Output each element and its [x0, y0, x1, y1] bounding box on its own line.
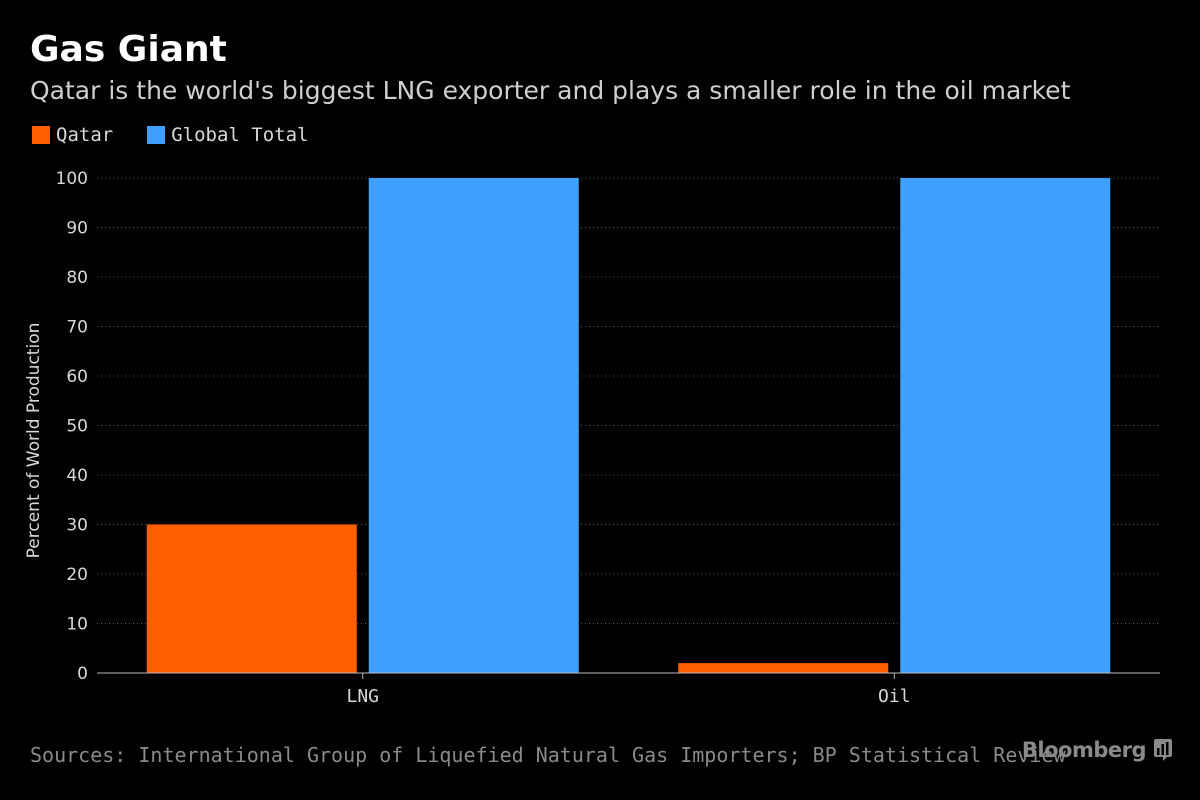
y-tick-label: 100: [56, 169, 88, 189]
bar-global-total-oil: [900, 178, 1111, 673]
legend-swatch-global-total: [147, 126, 166, 144]
y-tick-label: 30: [66, 516, 88, 536]
y-tick-label: 0: [77, 664, 88, 684]
source-note: Sources: International Group of Liquefie…: [30, 743, 1066, 767]
legend-item-qatar: Qatar: [32, 124, 113, 146]
brand-name: Bloomberg: [1021, 738, 1147, 762]
chart-legend: Qatar Global Total: [32, 122, 342, 148]
brand-logo: Bloomberg: [1022, 738, 1172, 762]
legend-label-global-total: Global Total: [171, 124, 309, 146]
y-tick-label: 80: [66, 268, 88, 288]
axis-labels: 0 10 20 30 40 50 60 70 80 90 100 LNG Oil Percent of W…: [24, 169, 911, 707]
bars: [146, 178, 1111, 673]
bar-chart-icon: [1154, 739, 1172, 761]
legend-item-global-total: Global Total: [147, 124, 308, 146]
y-axis-title: Percent of World Production: [24, 323, 44, 559]
y-tick-label: 40: [66, 466, 88, 486]
y-tick-label: 60: [66, 367, 88, 387]
bar-qatar-oil: [678, 663, 889, 673]
legend-swatch-qatar: [32, 126, 50, 144]
legend-label-qatar: Qatar: [56, 124, 114, 146]
chart-title: Gas Giant: [30, 29, 227, 70]
x-tick-label: LNG: [346, 686, 379, 707]
bar-qatar-lng: [146, 524, 357, 673]
y-tick-label: 70: [66, 318, 88, 338]
y-tick-label: 20: [66, 565, 88, 585]
y-tick-label: 90: [66, 219, 88, 239]
x-tick-label: Oil: [878, 686, 911, 707]
y-tick-label: 50: [66, 417, 88, 437]
chart-subtitle: Qatar is the world's biggest LNG exporte…: [30, 76, 1071, 105]
axes: [97, 672, 1160, 679]
y-tick-label: 10: [66, 615, 88, 635]
bar-global-total-lng: [368, 178, 579, 673]
